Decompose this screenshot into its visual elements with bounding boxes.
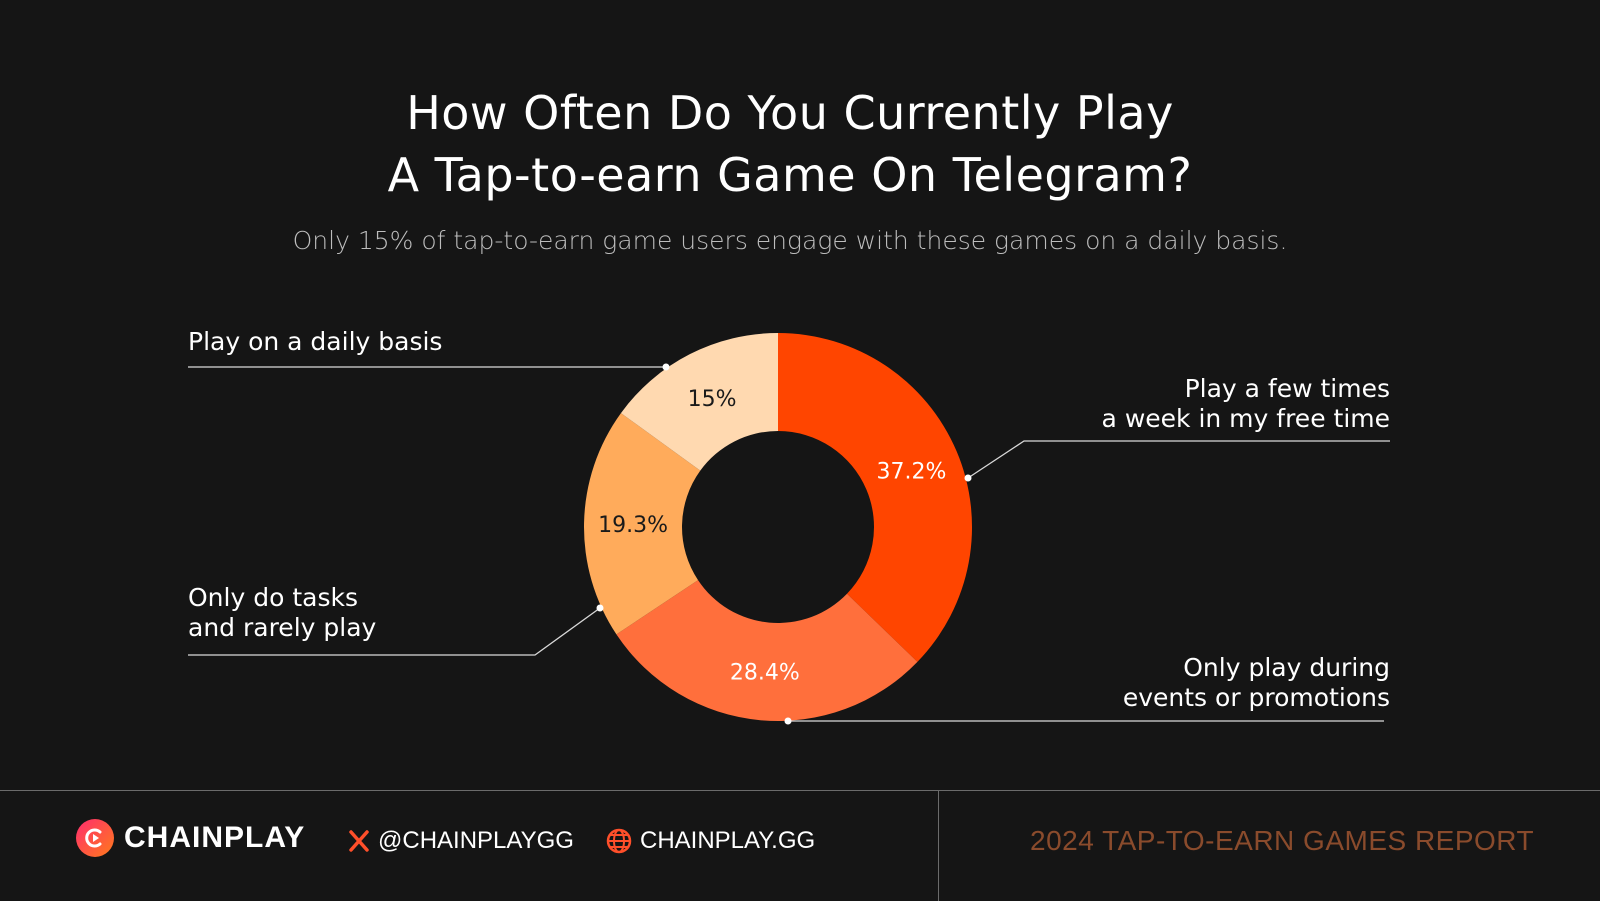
leader-daily-dot: [662, 363, 670, 371]
category-label-tasks: Only do tasks and rarely play: [188, 583, 377, 642]
slice-tasks: [584, 413, 701, 635]
slice-daily: [620, 333, 778, 471]
leader-tasks: [188, 607, 601, 656]
footer: CHAINPLAY @CHAINPLAYGG CHAINPLAY.GG 2024…: [0, 790, 1600, 901]
chart-subtitle: Only 15% of tap-to-earn game users engag…: [292, 226, 1288, 255]
report-title: 2024 TAP-TO-EARN GAMES REPORT: [1030, 825, 1535, 856]
leader-tasks-dot: [596, 604, 604, 612]
value-label-tasks: 19.3%: [598, 513, 668, 538]
chainplay-logo-icon: [76, 819, 114, 857]
chart-title-line-1: How Often Do You Currently Play: [406, 86, 1174, 140]
globe-icon: [606, 828, 632, 854]
x-logo-icon: [348, 830, 370, 852]
website-url: CHAINPLAY.GG: [640, 827, 816, 854]
category-label-events: Only play during events or promotions: [1122, 653, 1390, 712]
brand[interactable]: CHAINPLAY: [76, 819, 305, 857]
twitter-handle: @CHAINPLAYGG: [378, 827, 574, 854]
website-link[interactable]: CHAINPLAY.GG: [606, 827, 815, 855]
leader-weekly-dot: [964, 474, 972, 482]
slice-weekly: [778, 333, 972, 662]
leader-events-dot: [784, 717, 792, 725]
chart-title-line-2: A Tap-to-earn Game On Telegram?: [387, 148, 1193, 202]
value-label-daily: 15%: [688, 387, 737, 412]
footer-divider: [938, 791, 939, 901]
slice-events: [616, 580, 918, 721]
donut-chart: 37.2% 28.4% 19.3% 15%: [188, 333, 1390, 725]
category-label-weekly: Play a few times a week in my free time: [1101, 374, 1390, 433]
chart-title: How Often Do You Currently Play A Tap-to…: [0, 82, 1580, 206]
value-label-weekly: 37.2%: [877, 459, 947, 484]
value-label-events: 28.4%: [730, 660, 800, 685]
category-label-daily: Play on a daily basis: [188, 327, 443, 356]
brand-name: CHAINPLAY: [124, 821, 306, 854]
leader-weekly: [967, 440, 1390, 479]
twitter-link[interactable]: @CHAINPLAYGG: [348, 827, 574, 855]
